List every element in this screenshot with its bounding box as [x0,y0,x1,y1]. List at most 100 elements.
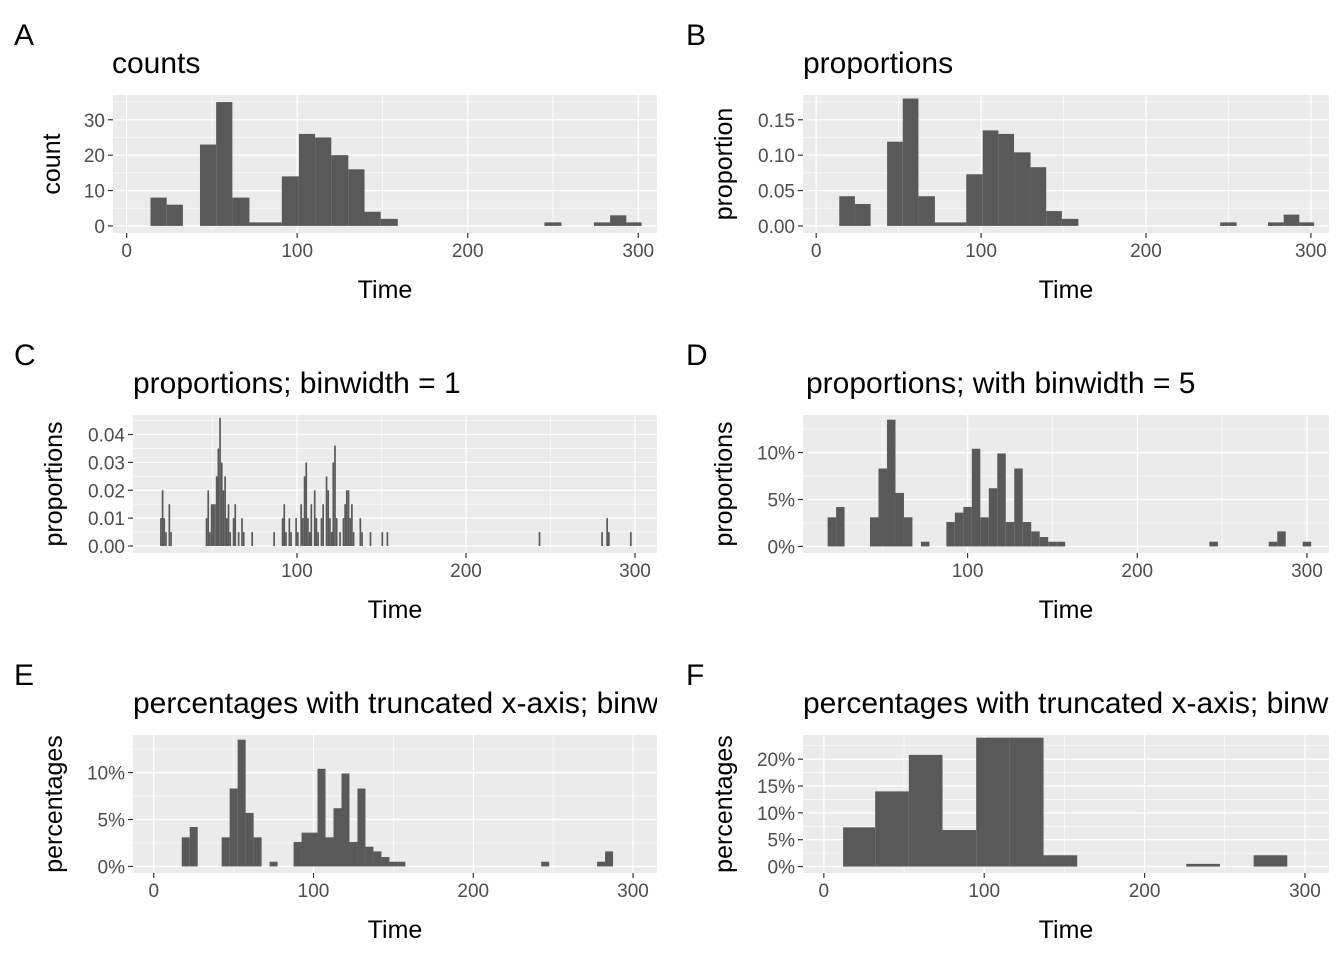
y-tick-label: 15% [757,777,795,798]
y-tick-label: 0% [768,858,796,879]
x-tick-label: 300 [1295,241,1327,262]
histogram-bar [365,846,374,867]
histogram-bar [219,417,221,547]
x-axis-label: Time [368,596,423,624]
histogram-bar [997,453,1006,547]
histogram-bar [325,837,334,867]
histogram-bar [361,532,363,547]
histogram-bar [610,215,627,226]
histogram-bar [224,476,226,547]
x-tick-label: 0 [811,241,822,262]
histogram-bar [290,532,292,547]
histogram-bar [166,204,183,226]
chart-panel-f: 0 100 200 300 0% 5% 10% 15% 20% Time percentages pe… [686,659,1344,944]
y-axis-label: percentages [40,735,68,873]
y-tick-label: 20% [757,750,795,771]
y-tick-label: 0.10 [758,146,795,167]
y-tick-label: 0.04 [88,426,125,447]
x-tick-label: 100 [968,881,1000,902]
histogram-bar [352,532,355,547]
histogram-bar [216,102,233,226]
histogram-bar [1030,167,1047,226]
x-axis-label: Time [368,916,423,944]
histogram-bar [870,517,879,547]
histogram-bar [281,176,299,226]
chart-title: percentages with truncated x-axis; binwi… [133,687,758,720]
histogram-bar [1186,863,1220,867]
x-tick-label: 300 [617,881,649,902]
histogram-bar [237,739,246,867]
histogram-bar [181,837,190,867]
histogram-bar [315,137,332,226]
histogram-bar [902,98,919,226]
histogram-bar [1220,222,1237,226]
histogram-bar [1302,541,1312,547]
x-axis-label: Time [1039,596,1094,624]
histogram-bar [1061,218,1079,226]
histogram-bar [160,518,162,547]
x-tick-label: 200 [450,561,482,582]
histogram-bar [895,492,904,547]
x-tick-label: 100 [281,241,313,262]
histogram-bar [386,532,389,547]
x-tick-label: 300 [1291,561,1323,582]
x-axis-label: Time [358,276,413,304]
y-tick-label: 30 [84,111,105,132]
histogram-bar [232,518,235,547]
histogram-bar [217,448,220,547]
panel-label: F [686,659,704,692]
y-tick-label: 5% [98,810,126,831]
histogram-bar [313,490,316,547]
histogram-bar [253,837,262,867]
histogram-bar [249,222,282,226]
histogram-bar [971,448,981,547]
plot-background [113,95,657,233]
histogram-bar [878,468,887,547]
y-tick-label: 0.15 [758,111,795,132]
histogram-bar [626,222,642,226]
histogram-bar [345,490,348,547]
x-tick-label: 300 [622,241,654,262]
histogram-bar [903,517,913,547]
histogram-bar [1056,541,1066,547]
histogram-bar [976,737,1010,867]
histogram-bar [954,512,964,547]
histogram-bar [315,518,318,547]
histogram-bar [381,857,390,867]
chart-title: proportions [803,47,953,80]
histogram-bar [854,203,871,226]
histogram-bar [234,504,237,547]
x-tick-label: 200 [452,241,484,262]
histogram-bar [237,532,240,547]
histogram-bar [341,773,350,867]
histogram-bar [334,445,336,547]
histogram-bar [305,462,308,547]
chart-title: percentages with truncated x-axis; binwi… [803,687,1344,720]
y-tick-label: 10% [87,764,125,785]
histogram-bar [333,808,342,867]
histogram-bar [165,532,167,547]
histogram-bar [222,490,225,547]
histogram-bar [607,532,610,547]
histogram-bar [307,518,309,547]
x-tick-label: 300 [619,561,651,582]
histogram-bar [344,504,346,547]
histogram-bar [606,518,608,547]
x-tick-label: 200 [457,881,489,902]
histogram-bar [1253,855,1288,867]
histogram-bar [229,788,238,867]
histogram-bar [300,504,303,547]
y-tick-label: 0.05 [758,182,795,203]
x-tick-label: 100 [298,881,330,902]
histogram-bar [325,476,328,547]
histogram-bar [327,490,330,547]
histogram-bar [225,518,228,547]
histogram-bar [320,518,323,547]
y-axis-label: percentages [710,735,738,873]
histogram-bar [215,476,218,547]
y-tick-label: 0 [94,217,105,238]
histogram-bar [349,842,358,867]
histogram-bar [331,155,349,226]
histogram-bar [980,517,989,547]
y-axis-label: proportion [710,108,738,221]
